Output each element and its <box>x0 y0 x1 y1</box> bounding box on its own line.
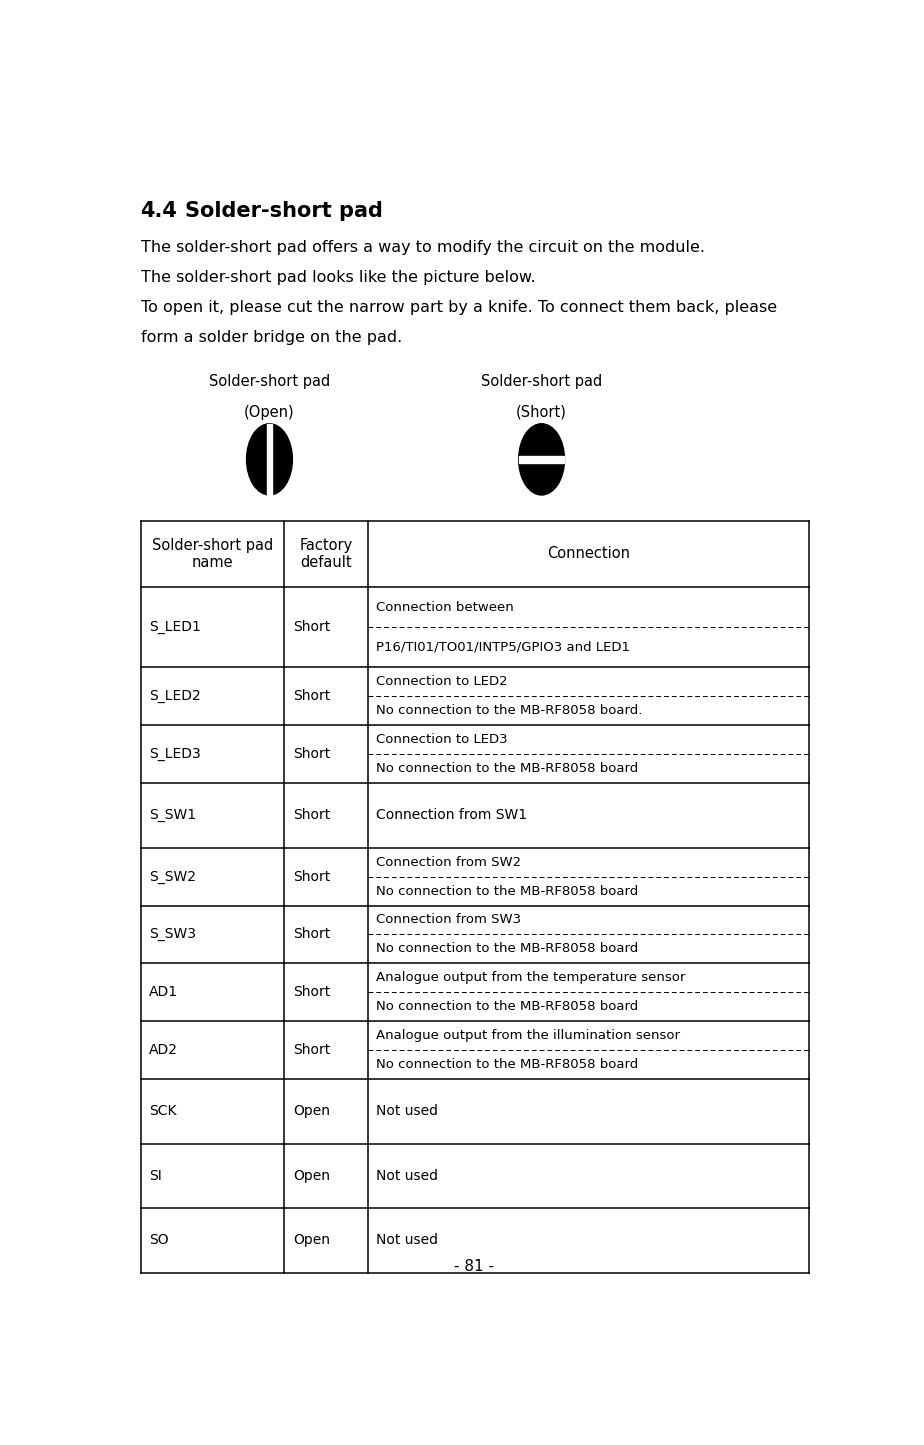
Text: (Open): (Open) <box>244 405 295 420</box>
Text: No connection to the MB-RF8058 board: No connection to the MB-RF8058 board <box>376 1000 638 1013</box>
Text: No connection to the MB-RF8058 board: No connection to the MB-RF8058 board <box>376 1058 638 1071</box>
Text: No connection to the MB-RF8058 board: No connection to the MB-RF8058 board <box>376 942 638 955</box>
Text: Connection between: Connection between <box>376 601 514 614</box>
Text: S_SW1: S_SW1 <box>149 808 196 822</box>
Text: The solder-short pad offers a way to modify the circuit on the module.: The solder-short pad offers a way to mod… <box>140 240 705 256</box>
Text: Open: Open <box>293 1169 330 1183</box>
Text: Connection: Connection <box>547 546 629 562</box>
Text: S_LED2: S_LED2 <box>149 689 201 704</box>
Text: Short: Short <box>293 928 330 942</box>
Text: Open: Open <box>293 1104 330 1118</box>
Text: Solder-short pad: Solder-short pad <box>481 374 602 389</box>
Bar <box>267 423 272 496</box>
Text: Short: Short <box>293 620 330 634</box>
Text: Short: Short <box>293 747 330 762</box>
Text: The solder-short pad looks like the picture below.: The solder-short pad looks like the pict… <box>140 270 535 285</box>
Text: Short: Short <box>293 1043 330 1058</box>
Text: AD1: AD1 <box>149 985 178 1000</box>
Text: - 81 -: - 81 - <box>454 1259 493 1273</box>
Text: Not used: Not used <box>376 1104 438 1118</box>
Text: S_LED1: S_LED1 <box>149 620 201 634</box>
Text: SCK: SCK <box>149 1104 176 1118</box>
Text: Short: Short <box>293 689 330 704</box>
Text: No connection to the MB-RF8058 board.: No connection to the MB-RF8058 board. <box>376 704 643 717</box>
Text: Short: Short <box>293 870 330 883</box>
Text: (Short): (Short) <box>517 405 567 420</box>
Text: Solder-short pad: Solder-short pad <box>185 201 383 221</box>
Text: Connection to LED2: Connection to LED2 <box>376 675 508 688</box>
Text: Short: Short <box>293 985 330 1000</box>
Circle shape <box>518 423 565 496</box>
Text: No connection to the MB-RF8058 board: No connection to the MB-RF8058 board <box>376 762 638 775</box>
Text: S_SW2: S_SW2 <box>149 870 196 883</box>
Circle shape <box>247 423 292 496</box>
Text: AD2: AD2 <box>149 1043 178 1058</box>
Text: Analogue output from the illumination sensor: Analogue output from the illumination se… <box>376 1029 680 1042</box>
Text: Connection from SW2: Connection from SW2 <box>376 855 521 868</box>
Text: Connection from SW1: Connection from SW1 <box>376 808 528 822</box>
Text: No connection to the MB-RF8058 board: No connection to the MB-RF8058 board <box>376 884 638 897</box>
Text: S_LED3: S_LED3 <box>149 747 201 762</box>
Text: To open it, please cut the narrow part by a knife. To connect them back, please: To open it, please cut the narrow part b… <box>140 301 777 315</box>
Text: Short: Short <box>293 808 330 822</box>
Text: Open: Open <box>293 1234 330 1247</box>
Text: Not used: Not used <box>376 1169 438 1183</box>
Text: 4.4: 4.4 <box>140 201 177 221</box>
Text: Factory
default: Factory default <box>299 538 353 571</box>
Text: Connection to LED3: Connection to LED3 <box>376 733 508 746</box>
Text: SO: SO <box>149 1234 169 1247</box>
Bar <box>518 457 565 462</box>
Text: P16/TI01/TO01/INTP5/GPIO3 and LED1: P16/TI01/TO01/INTP5/GPIO3 and LED1 <box>376 642 630 655</box>
Text: Solder-short pad: Solder-short pad <box>209 374 330 389</box>
Text: S_SW3: S_SW3 <box>149 928 196 942</box>
Text: Solder-short pad
name: Solder-short pad name <box>152 538 273 571</box>
Text: Not used: Not used <box>376 1234 438 1247</box>
Text: form a solder bridge on the pad.: form a solder bridge on the pad. <box>140 331 402 345</box>
Text: SI: SI <box>149 1169 162 1183</box>
Text: Connection from SW3: Connection from SW3 <box>376 913 521 926</box>
Text: Analogue output from the temperature sensor: Analogue output from the temperature sen… <box>376 971 686 984</box>
